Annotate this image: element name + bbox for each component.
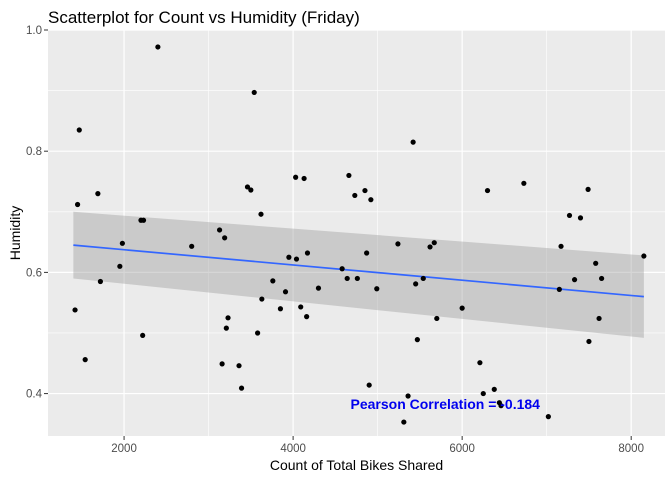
data-point: [596, 315, 602, 322]
data-point: [97, 278, 104, 285]
pearson-annotation: Pearson Correlation = -0.184: [351, 396, 541, 412]
data-point: [395, 241, 401, 247]
data-point: [521, 180, 527, 186]
data-point: [354, 275, 360, 282]
data-point: [352, 192, 358, 199]
data-point: [585, 186, 591, 192]
plot-panel: [48, 30, 665, 436]
data-point: [293, 256, 300, 262]
x-axis-title: Count of Total Bikes Shared: [270, 457, 443, 473]
data-point: [74, 201, 81, 208]
data-point: [293, 174, 299, 180]
data-point: [491, 386, 497, 392]
data-points: [72, 44, 647, 425]
data-point: [566, 212, 573, 219]
data-point: [577, 215, 584, 221]
data-point: [434, 315, 440, 322]
data-point: [420, 275, 426, 282]
data-point: [558, 243, 564, 249]
data-point: [459, 305, 465, 311]
x-tick-label: 4000: [280, 443, 306, 455]
data-point: [401, 419, 407, 425]
data-point: [414, 337, 420, 343]
y-axis-ticks: 0.4 0.6 0.8 1.0: [26, 25, 48, 401]
data-point: [244, 184, 251, 190]
y-tick-label: 0.4: [26, 389, 43, 401]
y-tick-label: 0.8: [26, 146, 42, 158]
chart-title: Scatterplot for Count vs Humidity (Frida…: [48, 8, 360, 27]
y-tick-label: 1.0: [26, 25, 42, 37]
data-point: [586, 338, 592, 345]
data-point: [189, 243, 195, 249]
data-point: [545, 414, 551, 420]
data-point: [410, 139, 416, 145]
x-tick-label: 6000: [449, 443, 475, 455]
data-point: [72, 307, 78, 313]
data-point: [219, 361, 225, 367]
data-point: [119, 240, 125, 246]
x-tick-label: 8000: [618, 443, 644, 455]
data-point: [362, 187, 368, 194]
data-point: [346, 172, 352, 179]
data-point: [304, 250, 311, 256]
data-point: [427, 244, 433, 250]
data-point: [216, 227, 223, 233]
data-point: [431, 240, 437, 246]
data-point: [368, 197, 374, 203]
y-tick-label: 0.6: [26, 267, 42, 279]
data-point: [248, 187, 254, 193]
data-point: [477, 360, 483, 366]
data-point: [339, 266, 345, 272]
data-point: [344, 275, 350, 282]
x-axis-ticks: 2000 4000 6000 8000: [111, 436, 644, 455]
data-point: [258, 211, 264, 217]
confidence-band: [73, 211, 644, 338]
data-point: [304, 314, 310, 320]
data-point: [76, 127, 82, 133]
data-point: [301, 175, 307, 182]
data-point: [255, 330, 261, 336]
data-point: [155, 44, 161, 50]
data-point: [366, 382, 372, 388]
data-point: [277, 306, 284, 312]
data-point: [82, 357, 88, 363]
data-point: [556, 286, 562, 292]
data-point: [593, 260, 599, 266]
data-point: [298, 304, 304, 310]
data-point: [364, 250, 370, 256]
data-point: [251, 89, 257, 96]
data-point: [282, 289, 289, 295]
regression-line: [73, 244, 644, 298]
data-point: [238, 385, 245, 391]
data-point: [484, 187, 491, 194]
data-point: [599, 275, 605, 282]
x-tick-label: 2000: [111, 443, 137, 455]
data-point: [140, 332, 146, 339]
data-point: [236, 363, 242, 369]
y-axis-title: Humidity: [7, 206, 23, 260]
data-point: [140, 217, 147, 223]
data-point: [641, 253, 647, 259]
data-point: [270, 278, 276, 284]
data-point: [405, 393, 411, 399]
data-point: [95, 191, 101, 197]
data-point: [374, 286, 380, 292]
data-point: [117, 263, 123, 269]
minor-gridlines: [48, 30, 665, 436]
data-point: [225, 315, 231, 321]
data-point: [286, 254, 292, 260]
data-point: [222, 235, 228, 241]
major-gridlines: [48, 29, 665, 436]
data-point: [480, 390, 486, 397]
data-point: [223, 325, 229, 331]
data-point: [259, 296, 265, 302]
data-point: [498, 403, 504, 409]
data-point: [413, 281, 419, 287]
data-point: [571, 277, 578, 283]
data-point: [315, 285, 322, 291]
